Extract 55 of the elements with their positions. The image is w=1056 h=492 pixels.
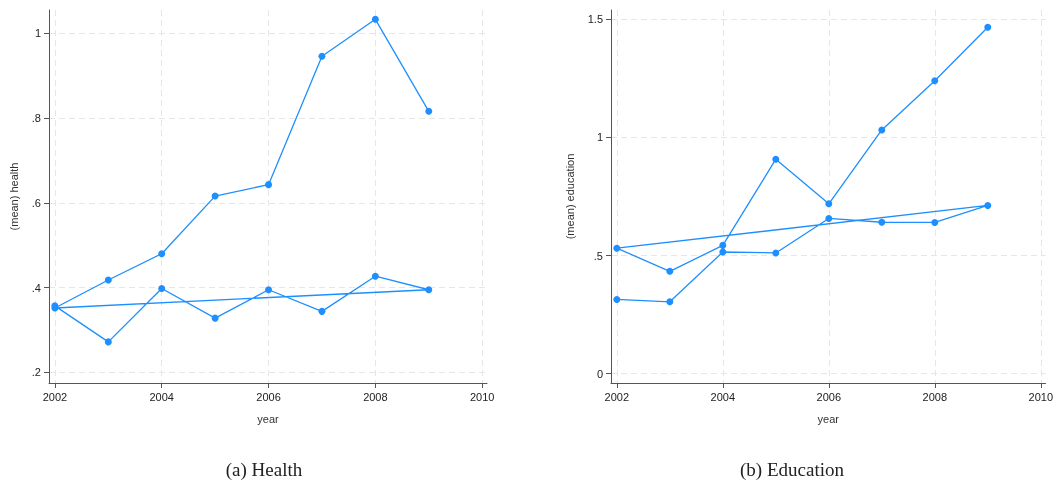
point — [772, 155, 780, 163]
x-tick-label: 2006 — [256, 390, 281, 403]
point — [104, 276, 112, 284]
point — [878, 218, 886, 226]
point — [318, 307, 326, 315]
point — [613, 295, 621, 303]
point — [984, 201, 992, 209]
point — [318, 52, 326, 60]
point — [719, 241, 727, 249]
y-tick-label: .2 — [31, 366, 41, 379]
point — [984, 23, 992, 31]
text: (a) Health — [225, 459, 303, 481]
y-tick-label: 1.5 — [587, 13, 603, 26]
point — [666, 267, 674, 275]
y-tick-label: .4 — [31, 281, 41, 294]
point — [931, 218, 939, 226]
point — [158, 284, 166, 292]
point — [104, 338, 112, 346]
x-axis-title: year — [817, 412, 840, 425]
point — [425, 107, 433, 115]
x-tick-label: 2002 — [42, 390, 68, 403]
text: (b) Education — [740, 459, 845, 481]
x-tick-label: 2010 — [1028, 390, 1054, 403]
y-tick-label: 0 — [596, 367, 603, 380]
y-tick-label: 1 — [34, 27, 41, 40]
x-tick-label: 2008 — [363, 390, 388, 403]
point — [666, 298, 674, 306]
x-tick-label: 2004 — [710, 390, 736, 403]
point — [211, 192, 219, 200]
point — [265, 286, 273, 294]
x-tick-label: 2010 — [469, 390, 495, 403]
point — [613, 244, 621, 252]
point — [371, 15, 379, 23]
point — [371, 272, 379, 280]
y-tick-label: .5 — [593, 249, 603, 262]
point — [825, 214, 833, 222]
point — [425, 286, 433, 294]
y-axis-title: (mean) education — [563, 153, 576, 240]
point — [825, 200, 833, 208]
x-tick-label: 2002 — [604, 390, 630, 403]
point — [265, 181, 273, 189]
x-tick-label: 2008 — [922, 390, 948, 403]
y-tick-label: 1 — [596, 131, 603, 144]
point — [878, 126, 886, 134]
y-tick-label: .6 — [31, 196, 41, 209]
y-axis-title: (mean) health — [7, 162, 20, 231]
x-tick-label: 2004 — [149, 390, 174, 403]
point — [158, 250, 166, 258]
x-axis-title: year — [257, 412, 280, 425]
point — [772, 249, 780, 257]
point — [931, 77, 939, 85]
point — [211, 314, 219, 322]
y-tick-label: .8 — [31, 112, 41, 125]
x-tick-label: 2006 — [816, 390, 842, 403]
point — [719, 248, 727, 256]
